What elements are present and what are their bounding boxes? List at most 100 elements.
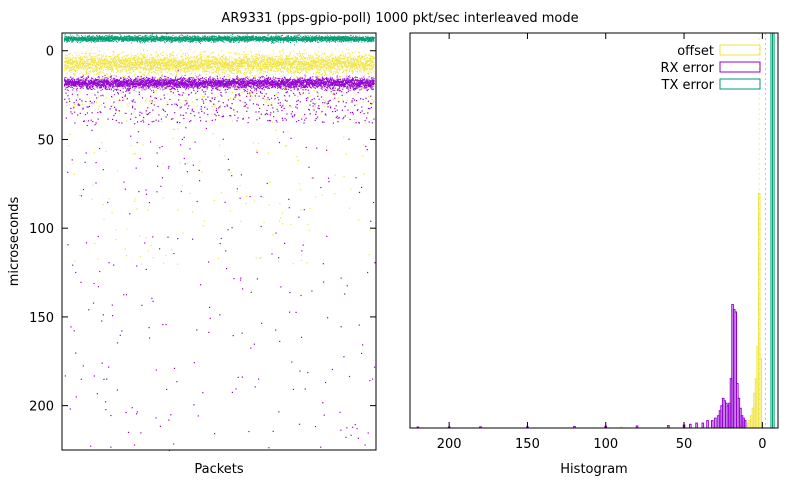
data-point <box>93 46 95 48</box>
data-point <box>174 94 176 96</box>
data-point <box>167 61 169 63</box>
data-point <box>96 69 98 71</box>
data-point <box>202 66 204 67</box>
data-point <box>162 65 164 67</box>
data-point <box>370 65 372 67</box>
data-point <box>115 62 116 64</box>
data-point <box>133 111 135 113</box>
data-point <box>336 61 338 63</box>
data-point <box>248 69 250 71</box>
data-point <box>331 67 333 69</box>
data-point <box>269 61 271 63</box>
data-point <box>202 225 204 227</box>
data-point <box>243 72 245 73</box>
data-point <box>297 69 299 71</box>
data-point <box>305 63 307 65</box>
data-point <box>282 48 284 50</box>
data-point <box>67 62 69 64</box>
data-point <box>300 189 302 191</box>
data-point <box>331 59 333 61</box>
data-point <box>148 69 150 71</box>
data-point <box>201 59 203 61</box>
data-point <box>253 200 256 202</box>
data-point <box>241 54 243 56</box>
data-point <box>286 61 288 63</box>
data-point <box>235 62 237 64</box>
data-point <box>101 67 103 69</box>
data-point <box>271 60 273 62</box>
data-point <box>167 62 169 64</box>
data-point <box>164 58 166 60</box>
data-point <box>112 57 114 59</box>
data-point <box>293 50 295 52</box>
data-point <box>131 58 133 60</box>
data-point <box>116 63 117 65</box>
data-point <box>236 65 238 66</box>
data-point <box>352 61 354 63</box>
data-point <box>133 57 135 59</box>
data-point <box>85 64 87 66</box>
data-point <box>329 64 331 66</box>
data-point <box>119 61 121 63</box>
data-point <box>157 64 159 66</box>
data-point <box>101 55 103 57</box>
data-point <box>77 66 79 67</box>
data-point <box>209 56 211 58</box>
data-point <box>82 68 84 70</box>
data-point <box>176 63 178 65</box>
data-point <box>126 60 128 62</box>
data-point <box>327 57 329 59</box>
data-point <box>117 63 119 65</box>
data-point <box>320 112 322 114</box>
data-point <box>187 61 189 63</box>
data-point <box>104 64 106 66</box>
data-point <box>120 92 122 94</box>
data-point <box>106 55 107 57</box>
data-point <box>330 72 332 73</box>
data-point <box>115 64 116 66</box>
data-point <box>292 67 293 69</box>
data-point <box>366 68 368 70</box>
data-point <box>94 70 95 72</box>
data-point <box>319 74 321 76</box>
data-point <box>364 68 366 70</box>
data-point <box>335 64 337 66</box>
data-point <box>79 73 81 75</box>
data-point <box>319 68 321 70</box>
data-point <box>235 59 237 61</box>
data-point <box>75 61 76 63</box>
data-point <box>281 66 282 68</box>
data-point <box>318 61 320 63</box>
data-point <box>210 61 212 63</box>
data-point <box>224 65 226 67</box>
data-point <box>140 63 142 65</box>
data-point <box>98 54 100 56</box>
data-point <box>360 55 362 57</box>
data-point <box>341 88 343 90</box>
data-point <box>290 63 291 65</box>
data-point <box>96 56 98 58</box>
data-point <box>323 58 324 60</box>
data-point <box>227 67 229 69</box>
data-point <box>76 63 78 65</box>
data-point <box>86 62 88 64</box>
data-point <box>256 53 258 55</box>
data-point <box>368 64 370 66</box>
data-point <box>123 98 125 100</box>
data-point <box>178 63 180 65</box>
data-point <box>323 52 325 54</box>
data-point <box>343 66 344 68</box>
data-point <box>324 66 326 68</box>
data-point <box>135 60 137 62</box>
data-point <box>274 59 276 61</box>
data-point <box>228 68 230 70</box>
data-point <box>73 62 74 64</box>
data-point <box>87 71 89 73</box>
data-point <box>281 65 283 67</box>
data-point <box>338 67 340 69</box>
data-point <box>105 69 106 70</box>
data-point <box>297 159 299 161</box>
data-point <box>91 58 93 60</box>
data-point <box>170 64 172 66</box>
data-point <box>343 70 345 71</box>
